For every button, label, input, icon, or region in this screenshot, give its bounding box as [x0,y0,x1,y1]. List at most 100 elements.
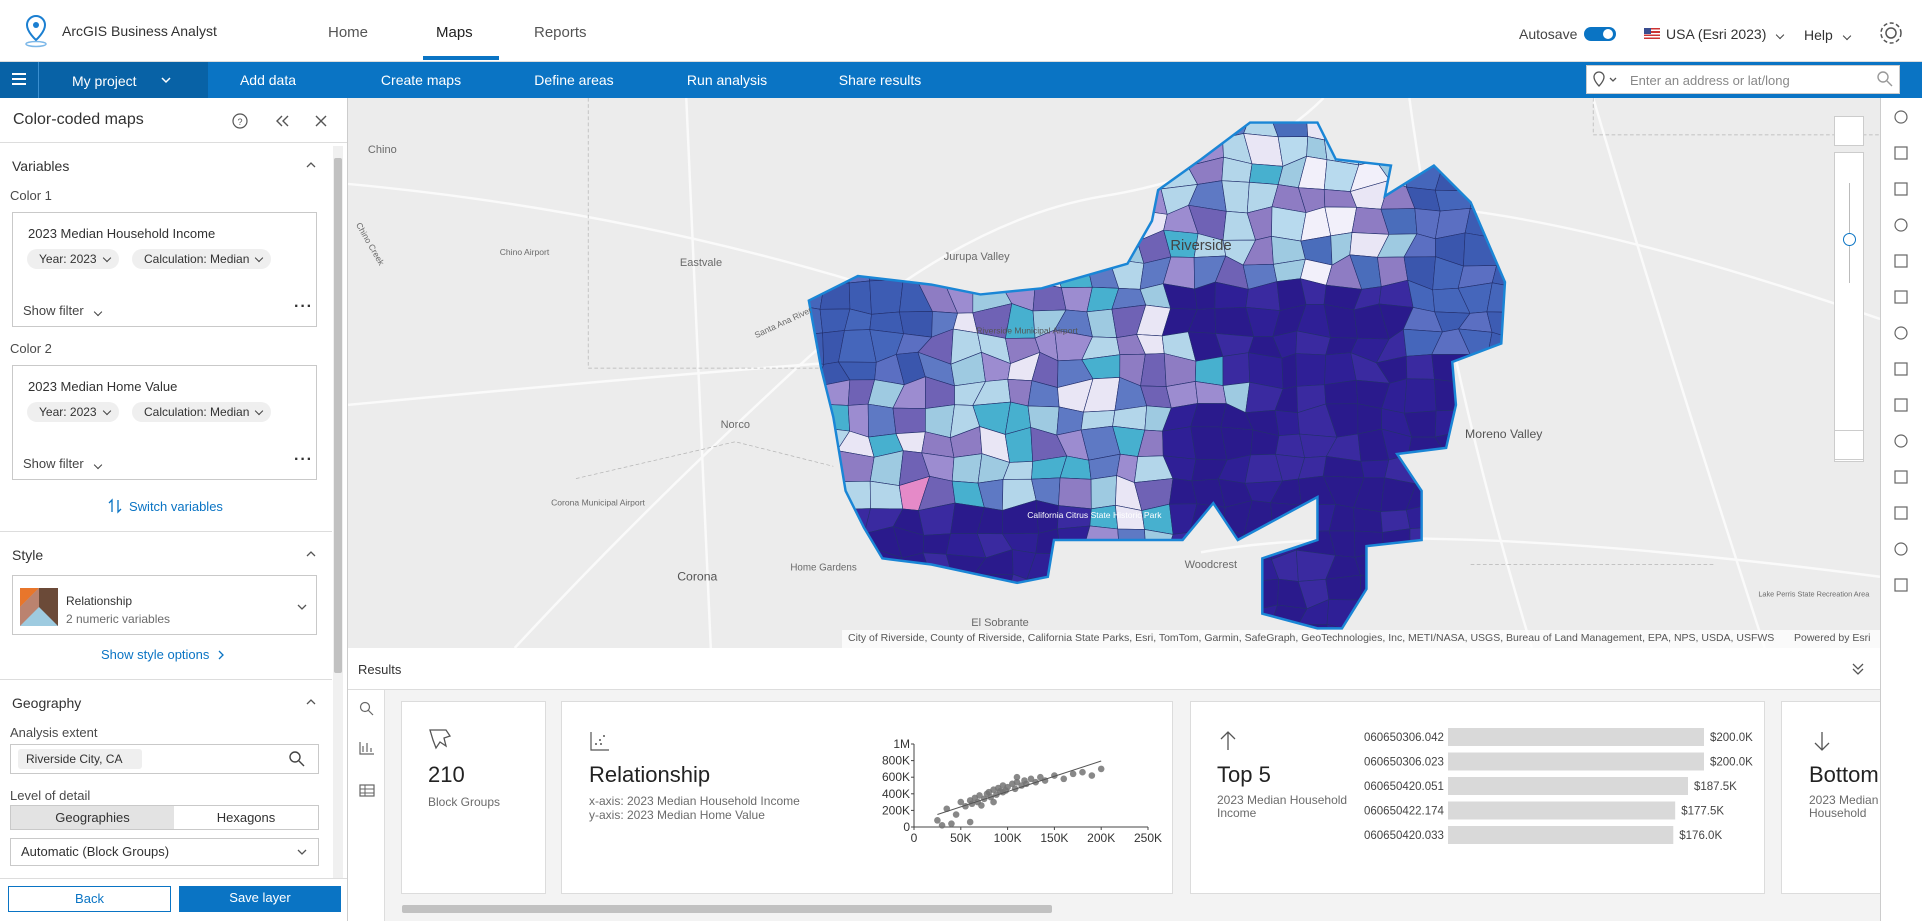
value-label: $187.5K [1694,781,1737,793]
extent-input[interactable] [10,744,319,774]
scroll-track [333,146,343,881]
results-title: Results [358,662,402,677]
map-tool[interactable] [1834,430,1864,460]
year-chip[interactable]: Year: 2023 [27,402,119,422]
tool-icon[interactable] [1892,360,1910,378]
tool-icon[interactable] [1892,432,1910,450]
card-title: Top 5 [1217,762,1271,787]
x-axis-label: x-axis: 2023 Median Household Income [589,794,800,808]
collapse-icon[interactable] [305,160,317,170]
tool-icon[interactable] [1892,504,1910,522]
switch-variables[interactable]: Switch variables [129,499,223,514]
step[interactable]: Create maps [380,72,462,88]
tool-icon[interactable] [1892,288,1910,306]
field-label: Level of detail [10,788,91,803]
more-menu[interactable]: ··· [294,298,313,315]
style-options-link[interactable]: Show style options [101,647,210,662]
collapse-results[interactable] [1850,661,1866,677]
tool-icon[interactable] [1892,468,1910,486]
extent-chip[interactable]: Riverside City, CA [18,749,143,769]
show-filter[interactable]: Show filter [23,456,110,471]
level-select[interactable]: Automatic (Block Groups) [10,838,319,866]
map-tool[interactable] [1834,116,1864,146]
step[interactable]: Add data [239,72,297,88]
tool-icon[interactable] [1892,252,1910,270]
calculation-chip[interactable]: Calculation: Median [132,402,272,422]
relationship-card[interactable] [561,701,1173,894]
count-card[interactable] [401,701,546,894]
results-tools[interactable] [358,700,376,800]
place-label: Lake Perris State Recreation Area [1758,589,1870,598]
save-button[interactable]: Save layer [179,886,341,912]
region-select[interactable]: USA (Esri 2023) [1666,26,1792,42]
section-heading[interactable]: Geography [12,695,82,711]
project-menu[interactable] [38,62,208,98]
point [1088,772,1096,779]
segment[interactable]: Hexagons [216,810,276,825]
block-group [922,533,951,555]
segment-active[interactable]: Geographies [11,806,174,829]
more-menu[interactable]: ··· [294,451,313,468]
place-label: Jurupa Valley [944,251,1010,263]
tool-icon[interactable] [1892,216,1910,234]
value-label: $200.0K [1710,732,1753,744]
place-label: Corona [677,569,717,583]
tool-icon[interactable] [1892,540,1910,558]
map[interactable]: Chino Chino Airport Chino Creek Eastvale… [348,98,1880,648]
category-label: 060650422.174 [1364,806,1445,818]
back-button[interactable]: Back [8,886,171,912]
tool-icon[interactable] [1892,144,1910,162]
block-group [1486,282,1505,313]
tool-icon[interactable] [1892,396,1910,414]
tool-glyph [1894,470,1908,484]
flag-canton [1644,28,1651,34]
style-name: Relationship [66,594,133,608]
trend-line [937,760,1102,815]
scroll-thumb[interactable] [334,158,342,673]
place-label: California Citrus State Historic Park [1027,510,1162,520]
h-scroll-track [390,903,1880,915]
panel-actions[interactable]: ? [230,112,330,130]
tab[interactable]: Home [328,24,369,41]
place-label: Riverside Municipal Airport [976,326,1078,336]
settings-icon[interactable] [1878,20,1904,46]
tab[interactable]: Reports [534,24,587,41]
card-subtitle: 2023 Median Household Income [1217,793,1348,820]
tool-glyph [1894,578,1908,592]
bottom-card[interactable] [1781,701,1880,894]
show-filter[interactable]: Show filter [23,303,110,318]
help-menu[interactable]: Help [1804,27,1859,43]
locate-icon[interactable] [1591,70,1623,90]
x-tick-label: 150K [1040,831,1068,845]
tool-icon[interactable] [1892,576,1910,594]
h-scroll-thumb[interactable] [402,905,1052,913]
flag [1644,28,1660,39]
zoom-handle[interactable] [1843,233,1856,246]
menu-button[interactable] [0,62,38,98]
tool-icon[interactable] [1892,324,1910,342]
step[interactable]: Define areas [534,72,614,88]
y-tick-label: 800K [882,754,910,768]
step[interactable]: Share results [838,72,922,88]
tool-icon[interactable] [1892,180,1910,198]
x-tick-label: 250K [1134,831,1162,845]
section-heading[interactable]: Style [12,547,44,563]
year-chip[interactable]: Year: 2023 [27,249,119,269]
tab-active[interactable]: Maps [436,24,473,41]
block-group [1274,409,1300,437]
step[interactable]: Run analysis [686,72,768,88]
bar [1448,826,1674,844]
style-card[interactable] [12,575,317,635]
map-controls[interactable] [1834,152,1864,462]
search-box[interactable] [1586,65,1900,94]
block-group [867,403,897,438]
calculation-chip[interactable]: Calculation: Median [132,249,272,269]
autosave-toggle[interactable] [1584,27,1616,41]
search-icon[interactable] [288,750,306,768]
point [1060,775,1068,783]
autosave-label: Autosave [1519,26,1578,42]
tool-icon[interactable] [1892,108,1910,126]
search-icon[interactable] [1876,70,1894,88]
section-heading[interactable]: Variables [12,158,70,174]
point [1069,770,1077,778]
